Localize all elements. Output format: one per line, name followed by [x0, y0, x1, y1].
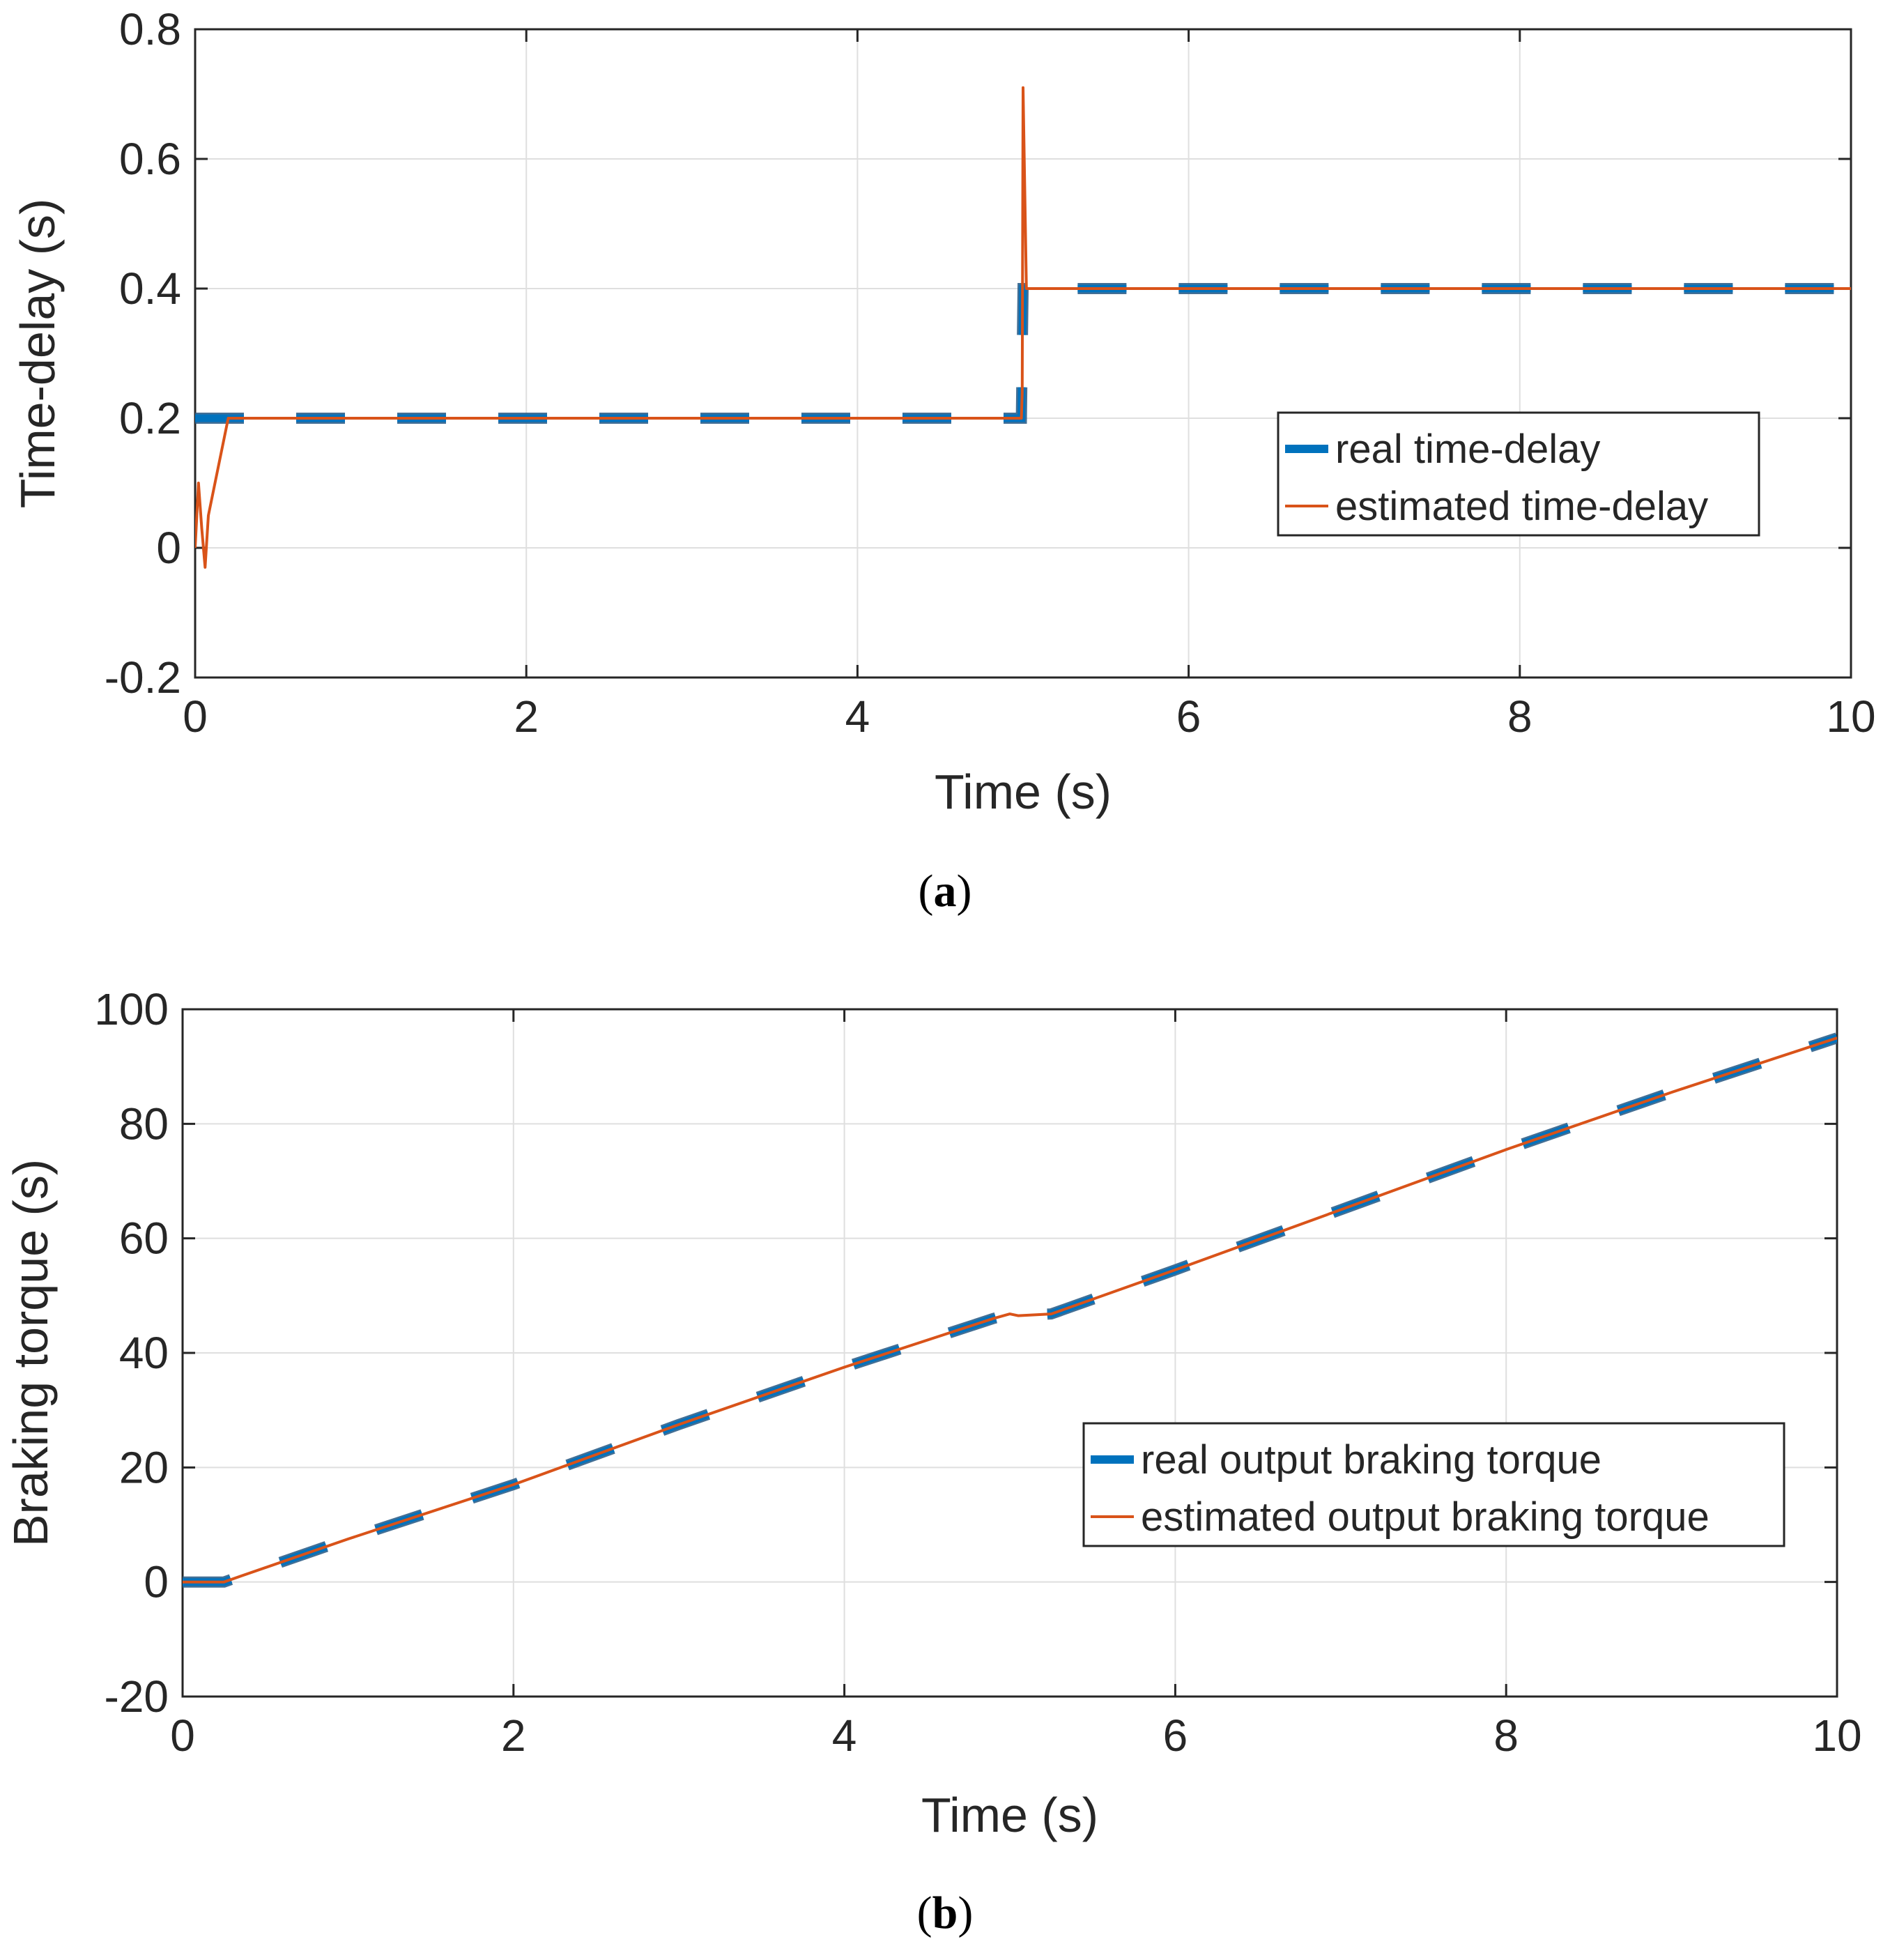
y-tick-label: 0.6	[119, 134, 181, 184]
x-axis-label: Time (s)	[921, 1788, 1098, 1842]
legend-box	[1082, 1422, 1785, 1547]
subfigure-caption: (a)	[919, 866, 972, 917]
y-tick-label: 40	[119, 1328, 169, 1378]
caption-close: )	[957, 866, 972, 917]
x-tick-label: 6	[1163, 1710, 1188, 1761]
y-axis-label: Time-delay (s)	[10, 199, 65, 509]
y-tick-label: 60	[119, 1213, 169, 1264]
x-tick-label: 0	[170, 1710, 195, 1761]
legend-entry-0: real time-delay	[1335, 427, 1600, 472]
y-tick-label: 0	[156, 523, 181, 573]
x-tick-label: 10	[1826, 691, 1875, 742]
subfigure-caption: (b)	[917, 1888, 974, 1938]
x-tick-label: 0	[183, 691, 208, 742]
x-tick-label: 2	[514, 691, 539, 742]
x-axis-label: Time (s)	[935, 765, 1112, 819]
x-tick-label: 4	[845, 691, 870, 742]
x-tick-label: 8	[1493, 1710, 1519, 1761]
series-line-1	[195, 86, 1851, 569]
x-tick-label: 10	[1812, 1710, 1861, 1761]
y-tick-label: 20	[119, 1442, 169, 1492]
y-tick-label: 0.4	[119, 263, 181, 314]
series-line-1	[183, 1036, 1837, 1584]
legend-box	[1277, 411, 1760, 537]
x-tick-label: 8	[1507, 691, 1532, 742]
x-tick-label: 4	[832, 1710, 857, 1761]
legend-entry-1: estimated output braking torque	[1141, 1494, 1710, 1540]
y-tick-label: 0.2	[119, 393, 181, 443]
legend: real output braking torque estimated outp…	[1082, 1422, 1785, 1547]
y-tick-label: -20	[105, 1671, 169, 1722]
legend-entry-1: estimated time-delay	[1335, 484, 1708, 529]
caption-open: (	[917, 1888, 932, 1938]
caption-letter: b	[932, 1888, 958, 1938]
axes-box	[194, 28, 1852, 679]
y-tick-label: 80	[119, 1098, 169, 1149]
y-axis-label: Braking torque (s)	[3, 1159, 58, 1547]
x-tick-label: 2	[501, 1710, 526, 1761]
y-tick-label: 0	[144, 1557, 169, 1607]
caption-open: (	[919, 866, 934, 917]
y-tick-label: 100	[94, 984, 169, 1034]
caption-close: )	[958, 1888, 973, 1938]
legend: real time-delay estimated time-delay	[1277, 411, 1760, 537]
y-tick-label: 0.8	[119, 4, 181, 54]
legend-entry-0: real output braking torque	[1141, 1437, 1601, 1483]
x-tick-label: 6	[1176, 691, 1201, 742]
y-tick-label: -0.2	[105, 652, 181, 703]
caption-letter: a	[934, 866, 957, 917]
